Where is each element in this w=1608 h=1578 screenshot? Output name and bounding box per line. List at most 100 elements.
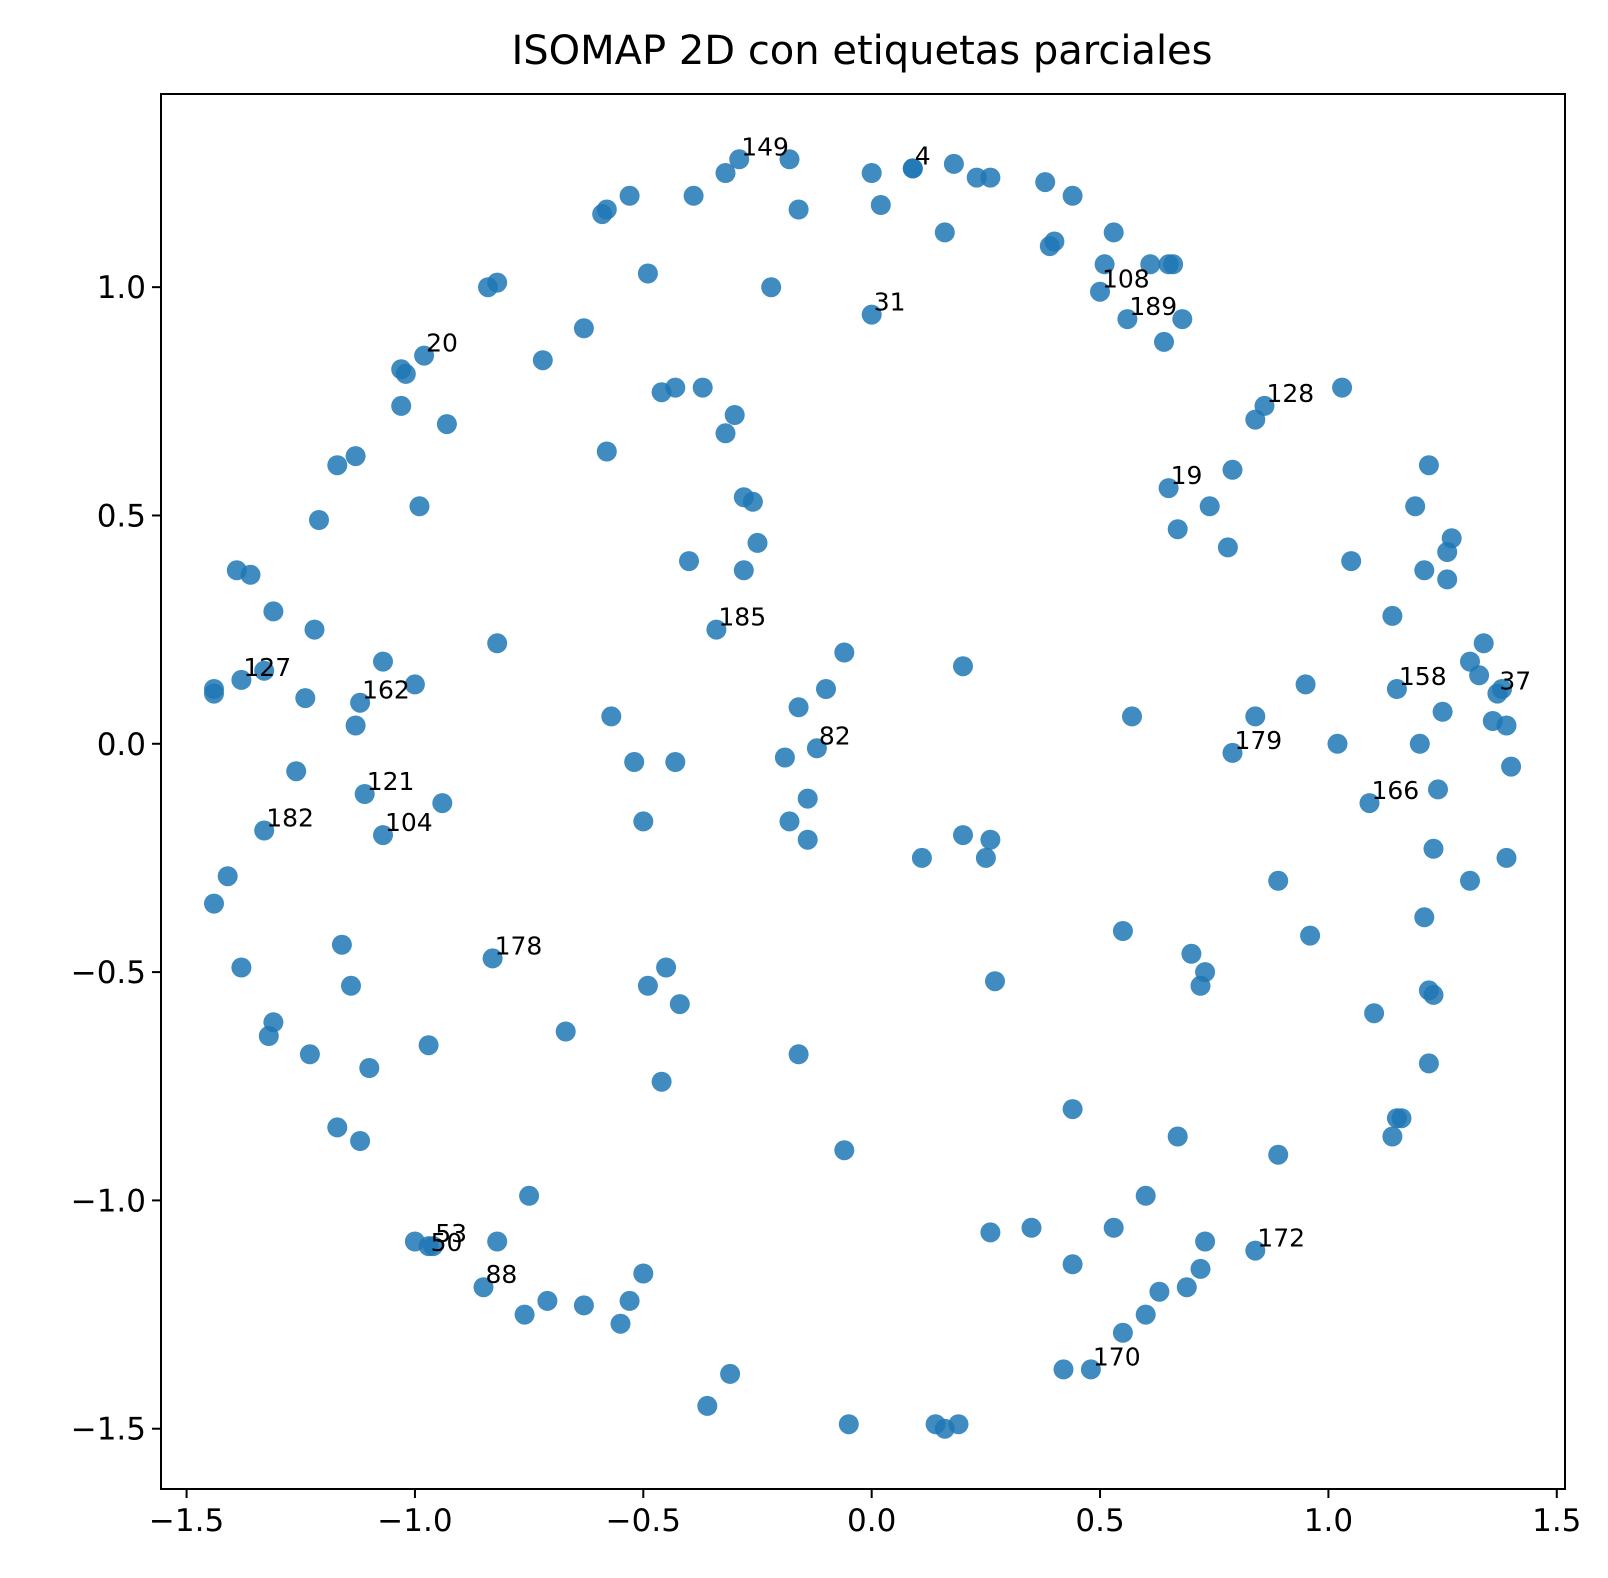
point-label: 170	[1093, 1342, 1141, 1371]
data-point	[1460, 870, 1480, 891]
data-point	[409, 496, 430, 517]
data-point	[1062, 185, 1083, 206]
data-point	[1122, 706, 1142, 727]
data-point	[1418, 455, 1439, 476]
point-label: 121	[367, 767, 415, 796]
data-point	[1437, 542, 1458, 562]
data-point	[373, 651, 393, 672]
data-point	[966, 167, 987, 188]
data-point	[679, 551, 699, 572]
data-point	[299, 1044, 320, 1065]
data-point	[779, 811, 800, 832]
data-point	[902, 158, 923, 179]
data-point	[254, 820, 275, 841]
x-axis: −1.5 −1.0 −0.5 0.0 0.5 1.0 1.5	[149, 1489, 1581, 1539]
data-point	[1327, 733, 1348, 754]
data-point	[345, 446, 366, 467]
data-point	[1190, 1258, 1211, 1279]
x-tick-label: 0.5	[1075, 1503, 1124, 1539]
point-label: 20	[426, 329, 458, 358]
data-point	[204, 893, 224, 914]
data-point	[985, 971, 1005, 992]
data-point	[633, 1263, 654, 1284]
data-point	[1044, 231, 1065, 252]
data-point	[482, 948, 503, 969]
data-point	[953, 656, 973, 677]
data-point	[1217, 537, 1238, 558]
data-point	[254, 660, 275, 681]
data-point	[1035, 172, 1056, 193]
data-point	[1021, 1217, 1042, 1238]
point-label: 50	[431, 1228, 463, 1257]
data-point	[1062, 1099, 1083, 1120]
data-point	[1094, 254, 1115, 275]
data-point	[779, 149, 800, 170]
point-label: 178	[495, 931, 543, 960]
data-point	[1428, 779, 1448, 800]
data-point	[231, 669, 252, 690]
data-point	[1418, 1053, 1439, 1074]
data-point	[395, 363, 416, 384]
data-point	[934, 222, 955, 243]
data-point	[432, 793, 453, 814]
x-tick-label: −0.5	[606, 1503, 681, 1539]
data-point	[573, 1295, 594, 1316]
data-point	[1300, 925, 1321, 946]
y-tick-label: 1.0	[97, 270, 146, 306]
data-point	[948, 1414, 969, 1435]
data-point	[1268, 1144, 1289, 1165]
point-label: 19	[1171, 461, 1203, 490]
data-point	[1245, 1240, 1266, 1261]
data-point	[1053, 1359, 1074, 1380]
y-tick-label: −1.0	[71, 1183, 146, 1219]
data-point	[788, 1044, 809, 1065]
data-point	[1199, 496, 1220, 517]
data-point	[665, 752, 686, 772]
data-point	[797, 788, 818, 809]
data-point	[373, 825, 393, 846]
data-point	[797, 829, 818, 850]
data-point	[953, 825, 973, 846]
data-point	[436, 414, 457, 435]
data-point	[1386, 679, 1407, 699]
point-label: 53	[435, 1219, 467, 1248]
data-point	[286, 761, 307, 782]
data-point	[980, 167, 1001, 188]
point-label: 149	[741, 132, 789, 161]
data-point	[1496, 715, 1517, 736]
y-axis: −1.5 −1.0 −0.5 0.0 0.5 1.0	[71, 270, 161, 1448]
data-point	[1103, 222, 1124, 243]
data-point	[473, 1277, 494, 1298]
point-label: 179	[1235, 726, 1283, 755]
data-point	[341, 975, 361, 996]
data-point	[1080, 1359, 1101, 1380]
data-point	[838, 1414, 859, 1435]
point-label: 37	[1499, 667, 1531, 696]
x-tick-label: 1.5	[1532, 1503, 1581, 1539]
data-point	[537, 1290, 558, 1311]
point-label: 128	[1267, 379, 1315, 408]
data-point	[231, 957, 252, 978]
data-point	[747, 532, 768, 553]
data-point	[651, 1071, 672, 1092]
data-point	[619, 185, 640, 206]
data-point	[980, 829, 1001, 850]
data-point	[1295, 674, 1316, 695]
point-label: 172	[1257, 1224, 1305, 1253]
data-point	[555, 1021, 576, 1042]
data-point	[861, 304, 882, 325]
data-point	[1423, 984, 1444, 1005]
data-point	[1140, 254, 1161, 275]
data-point	[1222, 742, 1243, 763]
data-point	[697, 1395, 718, 1416]
data-point	[258, 1026, 279, 1046]
data-point	[532, 350, 553, 371]
point-label: 162	[362, 676, 410, 705]
data-point	[834, 642, 855, 663]
data-point	[1382, 605, 1403, 626]
data-point	[1245, 706, 1266, 727]
data-point	[816, 679, 836, 699]
point-label: 108	[1102, 265, 1150, 294]
data-point	[669, 994, 690, 1015]
points-layer	[204, 149, 1522, 1439]
